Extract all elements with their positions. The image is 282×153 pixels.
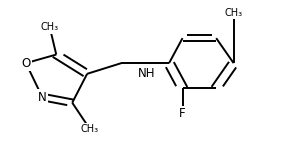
Text: CH₃: CH₃ bbox=[81, 124, 99, 134]
Text: NH: NH bbox=[138, 67, 155, 80]
Text: O: O bbox=[21, 57, 30, 70]
Text: CH₃: CH₃ bbox=[41, 22, 59, 32]
Text: F: F bbox=[179, 107, 186, 120]
Text: CH₃: CH₃ bbox=[224, 8, 243, 18]
Text: N: N bbox=[38, 91, 47, 104]
